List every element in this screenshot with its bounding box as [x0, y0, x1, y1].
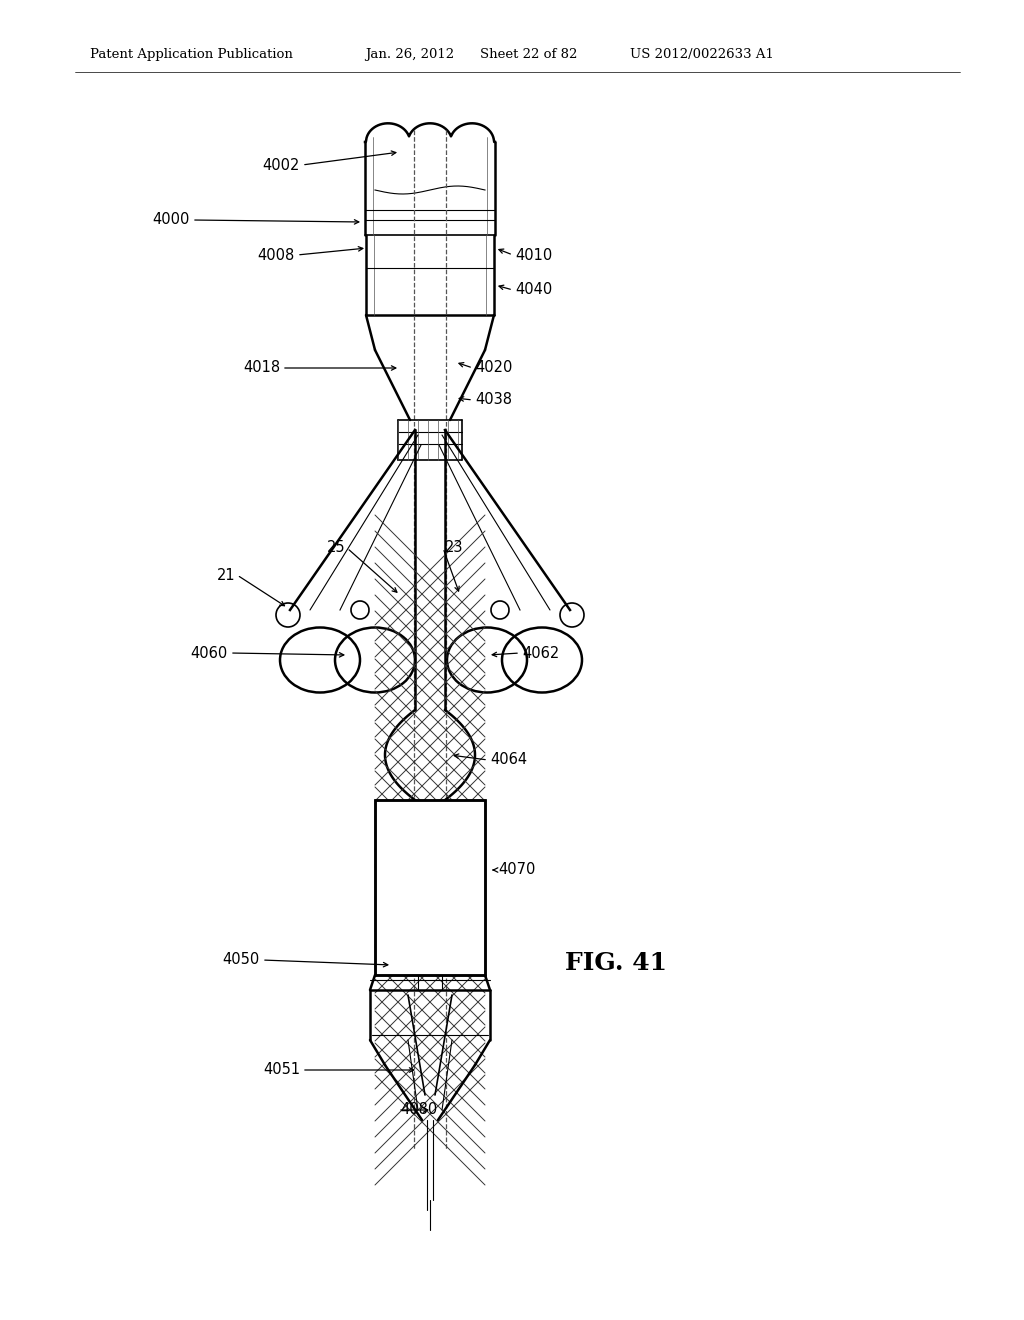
Text: 4051: 4051	[263, 1063, 300, 1077]
Text: 4050: 4050	[223, 953, 260, 968]
Text: Jan. 26, 2012: Jan. 26, 2012	[365, 48, 454, 61]
Text: 4000: 4000	[153, 213, 190, 227]
Text: 4002: 4002	[262, 157, 300, 173]
Text: 4070: 4070	[498, 862, 536, 878]
Text: 4040: 4040	[515, 282, 552, 297]
Text: 4018: 4018	[243, 360, 280, 375]
Text: 4038: 4038	[475, 392, 512, 408]
Bar	[375, 800, 485, 975]
Text: Patent Application Publication: Patent Application Publication	[90, 48, 293, 61]
Text: 21: 21	[216, 568, 234, 582]
Text: 4020: 4020	[475, 360, 512, 375]
Text: 23: 23	[445, 540, 464, 556]
Bar	[375, 800, 485, 975]
Text: 4010: 4010	[515, 248, 552, 263]
Text: 4008: 4008	[258, 248, 295, 263]
Text: 25: 25	[327, 540, 345, 556]
Text: Sheet 22 of 82: Sheet 22 of 82	[480, 48, 578, 61]
Text: 4060: 4060	[190, 645, 228, 660]
Text: 4080: 4080	[400, 1102, 437, 1118]
Text: 4062: 4062	[522, 645, 559, 660]
Text: 4064: 4064	[490, 752, 527, 767]
Text: FIG. 41: FIG. 41	[565, 950, 667, 975]
Text: US 2012/0022633 A1: US 2012/0022633 A1	[630, 48, 774, 61]
